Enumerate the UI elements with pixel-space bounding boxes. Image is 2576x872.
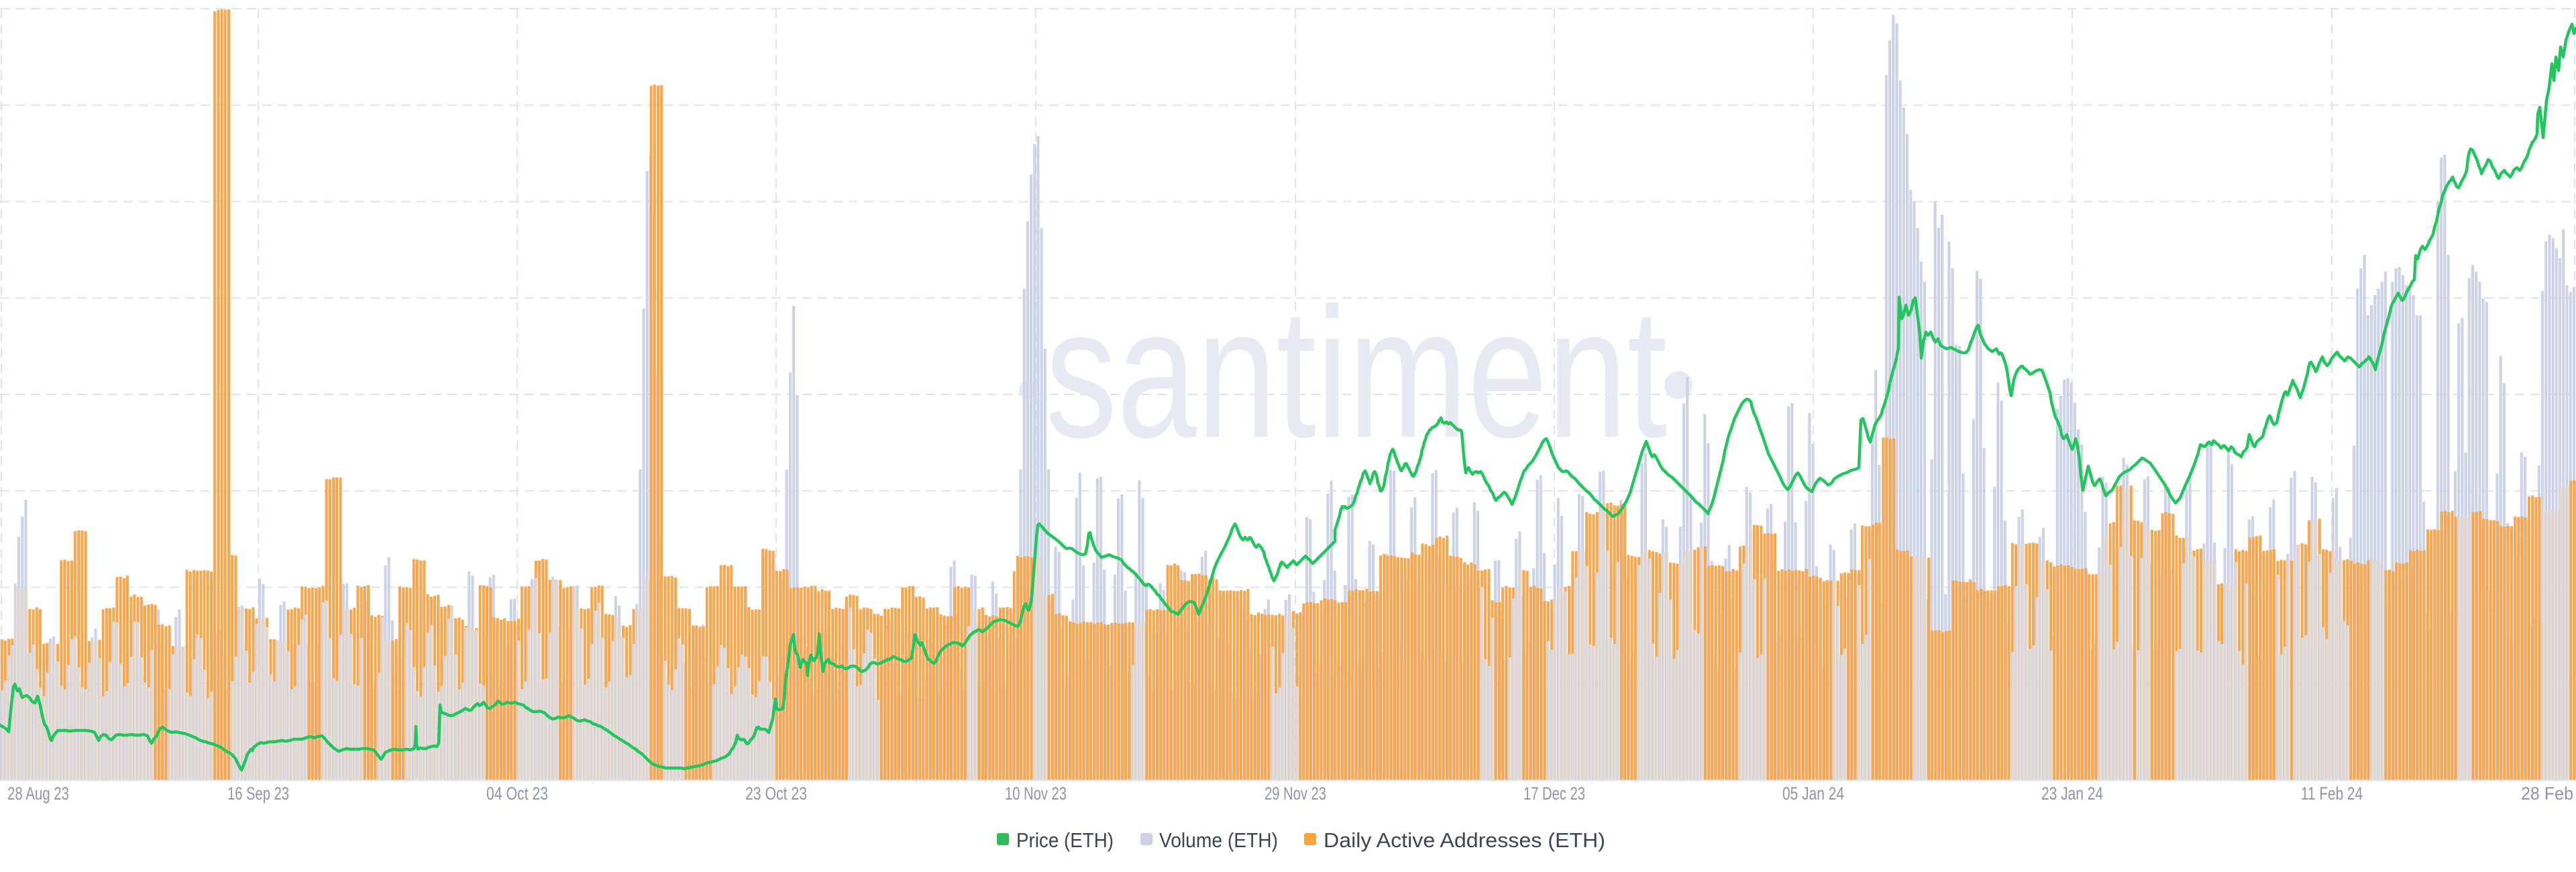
svg-text:Price (ETH): Price (ETH) (1016, 828, 1114, 852)
svg-text:Volume (ETH): Volume (ETH) (1159, 828, 1278, 852)
svg-text:10 Nov 23: 10 Nov 23 (1005, 783, 1067, 804)
svg-text:Daily Active Addresses (ETH): Daily Active Addresses (ETH) (1324, 828, 1605, 852)
svg-text:11 Feb 24: 11 Feb 24 (2301, 783, 2363, 804)
svg-text:23 Oct 23: 23 Oct 23 (745, 783, 807, 804)
svg-text:17 Dec 23: 17 Dec 23 (1523, 783, 1585, 804)
svg-text:28 Feb: 28 Feb (2521, 783, 2573, 804)
svg-text:05 Jan 24: 05 Jan 24 (1782, 783, 1844, 804)
svg-text:29 Nov 23: 29 Nov 23 (1265, 783, 1326, 804)
svg-text:16 Sep 23: 16 Sep 23 (227, 783, 289, 804)
svg-text:santiment: santiment (1045, 270, 1667, 477)
svg-text:04 Oct 23: 04 Oct 23 (486, 783, 548, 804)
svg-text:28 Aug 23: 28 Aug 23 (7, 783, 69, 804)
svg-text:23 Jan 24: 23 Jan 24 (2041, 783, 2103, 804)
